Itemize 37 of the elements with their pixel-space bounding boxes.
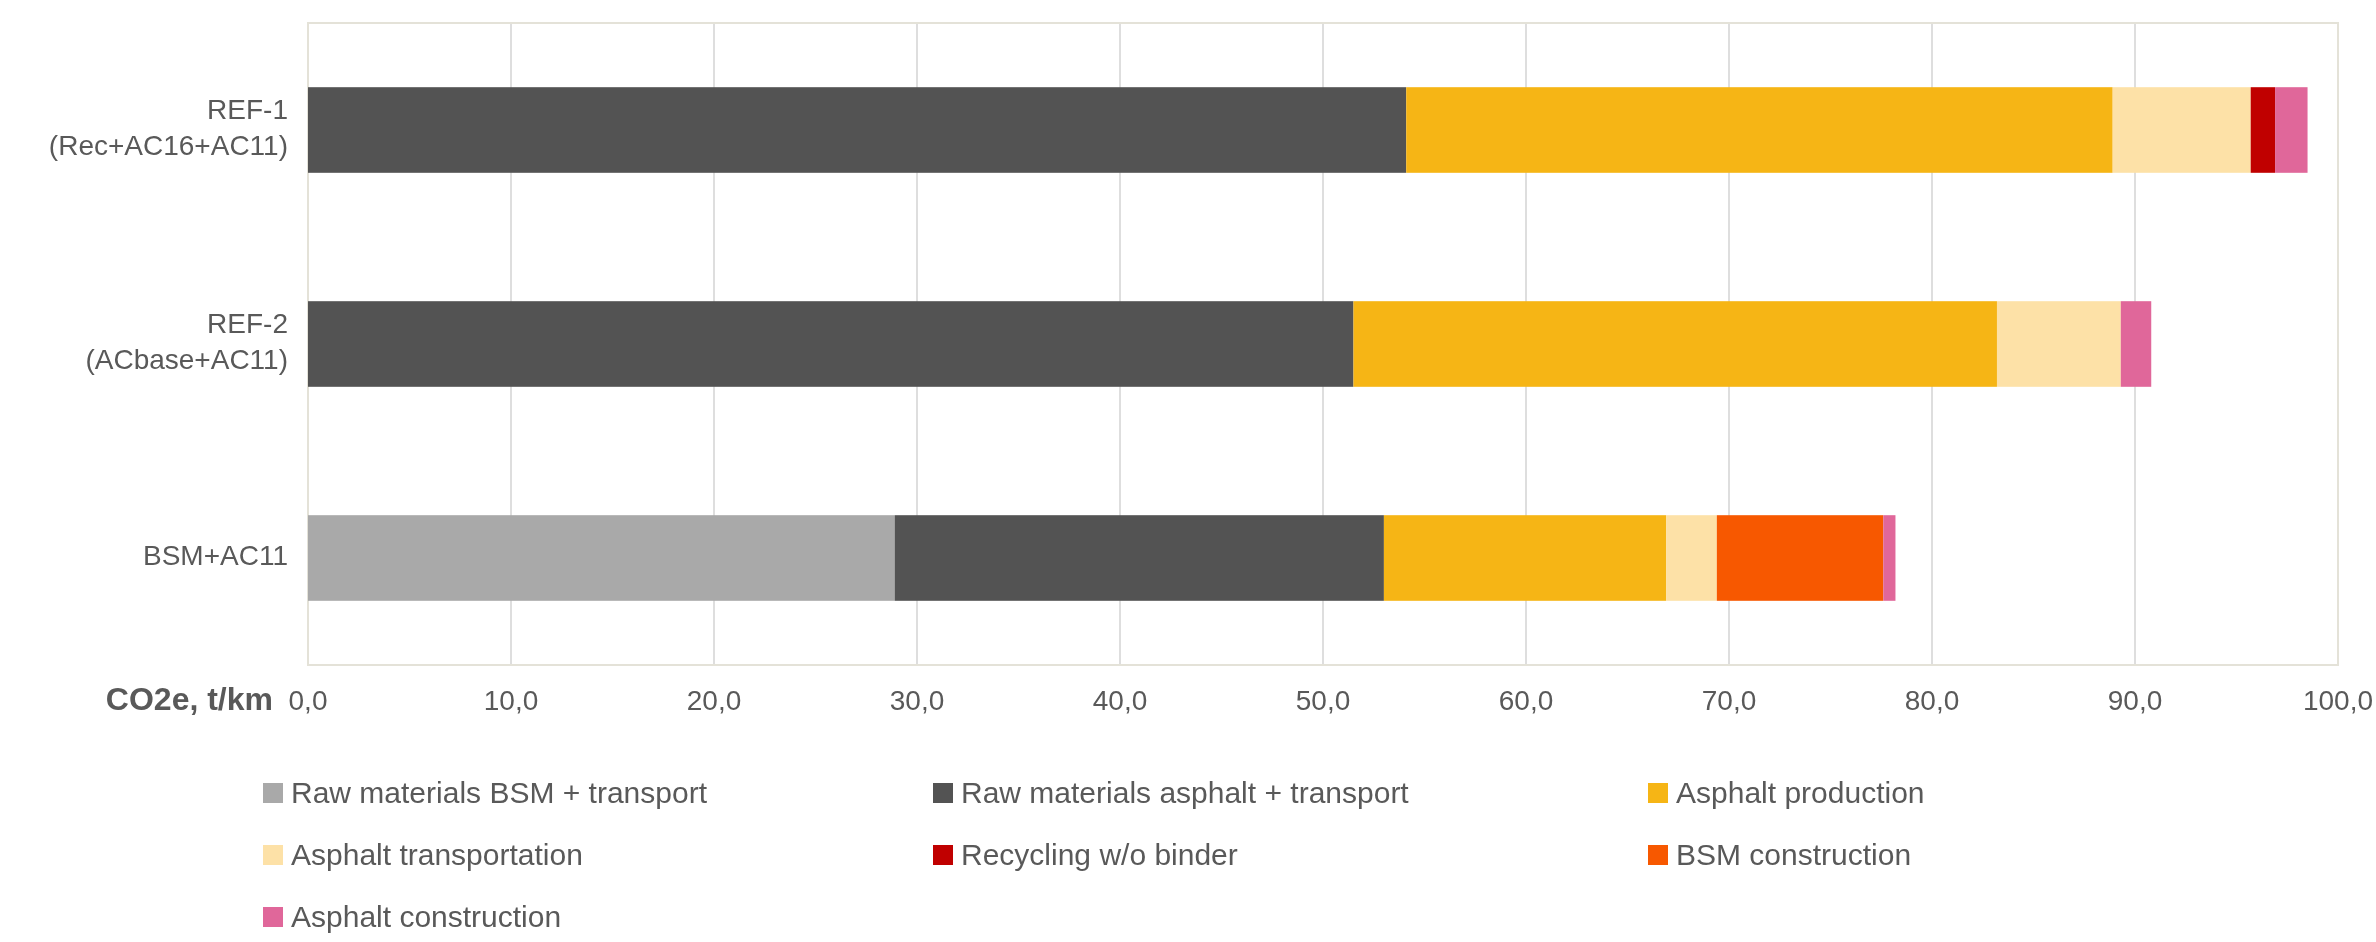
- x-tick-label: 80,0: [1904, 685, 1960, 716]
- bar: [1353, 301, 1997, 387]
- legend-label: BSM construction: [1676, 838, 1912, 871]
- y-tick-label: REF-2 (ACbase+AC11): [85, 308, 288, 376]
- x-tick-label: 70,0: [1701, 685, 1757, 716]
- bar: [2112, 87, 2251, 173]
- x-axis-title: CO2e, t/km: [105, 681, 273, 717]
- bar: [308, 301, 1354, 387]
- bar: [894, 515, 1384, 601]
- bar: [1716, 515, 1884, 601]
- legend-label: Raw materials BSM + transport: [291, 776, 708, 809]
- bar: [308, 87, 1407, 173]
- bar: [1406, 87, 2113, 173]
- legend-label: Asphalt construction: [291, 900, 562, 933]
- x-tick-label: 10,0: [483, 685, 539, 716]
- x-tick-label: 90,0: [2107, 685, 2163, 716]
- bar: [1883, 515, 1896, 601]
- x-tick-label: 50,0: [1295, 685, 1351, 716]
- legend-label: Asphalt production: [1676, 776, 1925, 809]
- legend-label: Recycling w/o binder: [961, 838, 1238, 871]
- legend-label: Asphalt transportation: [291, 838, 583, 871]
- bar: [2120, 301, 2152, 387]
- x-tick-label: 0,0: [288, 685, 328, 716]
- bar: [2275, 87, 2308, 173]
- x-tick-label: 20,0: [686, 685, 742, 716]
- x-tick-label: 40,0: [1092, 685, 1148, 716]
- x-tick-label: 100,0: [2302, 685, 2374, 716]
- bar: [1996, 301, 2121, 387]
- legend-label: Raw materials asphalt + transport: [961, 776, 1410, 809]
- y-tick-label: BSM+AC11: [143, 540, 288, 572]
- bar: [308, 515, 895, 601]
- bar: [2250, 87, 2276, 173]
- x-tick-label: 60,0: [1498, 685, 1554, 716]
- y-tick-label: REF-1 (Rec+AC16+AC11): [48, 94, 288, 162]
- x-tick-label: 30,0: [889, 685, 945, 716]
- bar: [1666, 515, 1717, 601]
- bar: [1383, 515, 1667, 601]
